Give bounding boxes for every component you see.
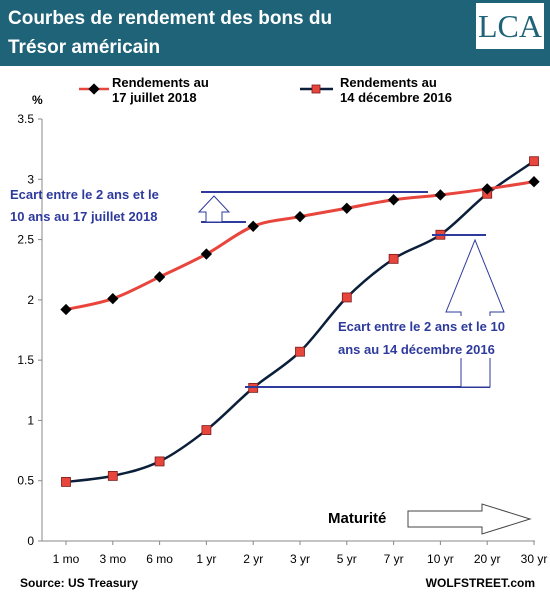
- x-tick-label: 20 yr: [474, 552, 501, 566]
- source-label: Source: US Treasury: [20, 576, 138, 590]
- point-2018: [341, 202, 353, 214]
- x-tick-label: 1 mo: [53, 552, 80, 566]
- legend-label-2016-line1: Rendements au: [340, 75, 437, 90]
- x-tick-label: 2 yr: [243, 552, 263, 566]
- lca-logo: LCA: [476, 3, 544, 49]
- point-2016: [201, 425, 212, 435]
- spread-2018-label-line1: Ecart entre le 2 ans et le: [10, 187, 159, 202]
- title-line-2: Trésor américain: [8, 37, 161, 58]
- chart-title: Courbes de rendement des bons du Trésor …: [8, 4, 428, 62]
- point-2018: [107, 292, 119, 305]
- point-2016: [341, 292, 352, 303]
- y-tick-label: 1.5: [17, 353, 34, 367]
- x-tick-label: 3 yr: [290, 552, 310, 566]
- point-2018: [434, 189, 447, 201]
- legend-label-2018-line1: Rendements au: [112, 75, 209, 90]
- point-2016: [154, 456, 165, 467]
- point-2018: [200, 248, 213, 260]
- point-2016: [388, 253, 399, 264]
- y-tick-label: 0.5: [17, 474, 34, 488]
- spread-2016-label-bg: [336, 316, 544, 358]
- legend-marker-2018: [88, 83, 100, 95]
- y-axis-label: %: [32, 93, 43, 107]
- x-tick-label: 5 yr: [337, 552, 357, 566]
- point-2016: [107, 470, 118, 481]
- x-tick-label: 10 yr: [427, 552, 454, 566]
- point-2016: [295, 346, 305, 357]
- y-tick-label: 2: [27, 293, 34, 307]
- legend-marker-2016: [311, 84, 321, 94]
- legend-label-2018-line2: 17 juillet 2018: [112, 90, 197, 105]
- y-tick-label: 0: [27, 534, 34, 548]
- maturity-arrow-icon: [407, 503, 532, 535]
- y-tick-label: 3: [27, 172, 34, 186]
- y-tick-label: 2.5: [17, 233, 34, 247]
- x-tick-label: 30 yr: [521, 552, 548, 566]
- spread-2016-arrow: [445, 238, 505, 388]
- point-2018: [481, 183, 493, 195]
- point-2018: [60, 303, 72, 316]
- point-2018: [294, 211, 306, 223]
- spread-2018-annotation: Ecart entre le 2 ans et le 10 ans au 17 …: [10, 187, 428, 224]
- legend: Rendements au 17 juillet 2018 Rendements…: [79, 75, 452, 105]
- credit-label: WOLFSTREET.com: [426, 576, 535, 590]
- legend-label-2016-line2: 14 décembre 2016: [340, 90, 452, 105]
- point-2016: [529, 156, 539, 167]
- header-bar: Courbes de rendement des bons du Trésor …: [0, 0, 550, 66]
- y-tick-label: 3.5: [17, 112, 34, 126]
- yield-curve-chart: 0 0.5 1 1.5 2 2.5 3 3.5 1 mo 3 mo 6 mo 1 yr 2 yr 3 y…: [10, 75, 548, 590]
- point-2016: [61, 477, 71, 487]
- point-2018: [528, 176, 540, 188]
- x-tick-label: 7 yr: [384, 552, 404, 566]
- y-tick-label: 1: [27, 413, 34, 427]
- point-2018: [247, 220, 259, 232]
- x-tick-label: 3 mo: [99, 552, 126, 566]
- spread-2018-label-line2: 10 ans au 17 juillet 2018: [10, 209, 157, 224]
- spread-2016-label-line2: ans au 14 décembre 2016: [338, 342, 495, 357]
- spread-2016-label-line1: Ecart entre le 2 ans et le 10: [338, 319, 505, 334]
- title-line-1: Courbes de rendement des bons du: [8, 8, 333, 29]
- maturity-label: Maturité: [328, 510, 386, 527]
- point-2018: [153, 271, 166, 283]
- x-tick-label: 6 mo: [146, 552, 173, 566]
- x-tick-label: 1 yr: [196, 552, 216, 566]
- point-2018: [387, 194, 400, 206]
- spread-2018-arrow: [197, 195, 231, 223]
- spread-2016-annotation: Ecart entre le 2 ans et le 10 ans au 14 …: [245, 234, 544, 388]
